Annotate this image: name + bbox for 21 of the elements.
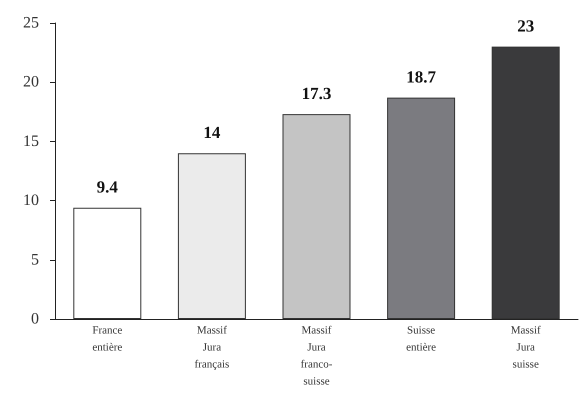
x-tick-label: Massif Jura franco- suisse [300, 324, 333, 388]
data-label: 9.4 [96, 178, 118, 197]
bar [387, 98, 456, 319]
x-tick-label: France entière [92, 324, 122, 354]
bar [73, 208, 142, 319]
x-tick-label: Massif Jura suisse [510, 324, 542, 370]
bar [492, 46, 560, 319]
bar [178, 153, 246, 319]
bar [282, 114, 350, 319]
y-tick-label: 5 [31, 251, 39, 268]
y-tick-label: 10 [23, 192, 39, 210]
data-label: 18.7 [406, 68, 436, 87]
data-label: 23 [517, 16, 534, 36]
y-tick-label: 15 [23, 132, 39, 150]
y-tick-label: 0 [31, 310, 39, 328]
data-label: 17.3 [302, 84, 332, 104]
x-tick-label: Massif Jura français [194, 324, 230, 370]
x-tick-label: Suisse entière [406, 324, 436, 354]
y-tick-label: 20 [23, 74, 39, 91]
y-tick-label: 25 [23, 14, 39, 32]
data-label: 14 [203, 123, 221, 142]
